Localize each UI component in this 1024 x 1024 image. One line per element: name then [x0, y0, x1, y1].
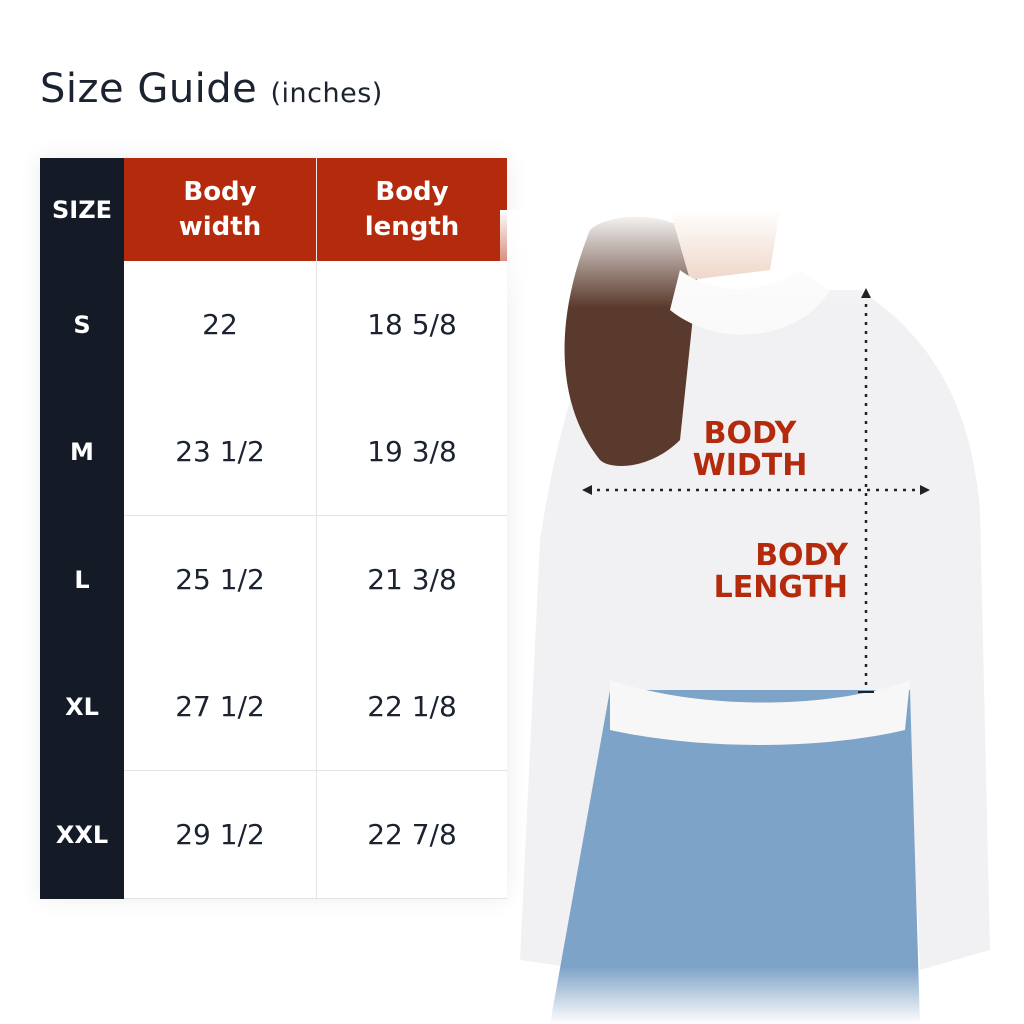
body-width-cell: 22	[124, 261, 317, 389]
body-length-cell: 21 3/8	[317, 515, 507, 644]
header-size: SIZE	[40, 158, 124, 261]
page-title: Size Guide (inches)	[40, 66, 383, 112]
label-line: WIDTH	[692, 448, 808, 483]
label-line: BODY	[703, 416, 797, 451]
body-width-cell: 27 1/2	[124, 643, 317, 772]
model-photo	[500, 210, 1024, 1024]
size-cell: M	[40, 388, 124, 517]
body-length-cell: 19 3/8	[317, 388, 507, 517]
size-cell: S	[40, 261, 124, 389]
body-width-label: BODY WIDTH	[690, 418, 810, 482]
title-unit: (inches)	[270, 78, 383, 109]
size-table: SIZE Body width Body length S 22 18 5/8 M 23…	[40, 158, 507, 899]
label-line: BODY	[755, 538, 848, 573]
size-cell: XXL	[40, 770, 124, 899]
body-length-cell: 22 7/8	[317, 770, 507, 899]
label-line: LENGTH	[713, 570, 848, 605]
body-width-cell: 23 1/2	[124, 388, 317, 517]
title-main: Size Guide	[40, 66, 258, 112]
header-body-width: Body width	[124, 158, 317, 261]
body-length-cell: 22 1/8	[317, 643, 507, 772]
body-length-label: BODY LENGTH	[700, 540, 848, 604]
size-cell: L	[40, 515, 124, 644]
size-cell: XL	[40, 643, 124, 772]
body-length-cell: 18 5/8	[317, 261, 507, 389]
body-width-cell: 29 1/2	[124, 770, 317, 899]
body-width-cell: 25 1/2	[124, 515, 317, 644]
header-body-length: Body length	[317, 158, 507, 261]
